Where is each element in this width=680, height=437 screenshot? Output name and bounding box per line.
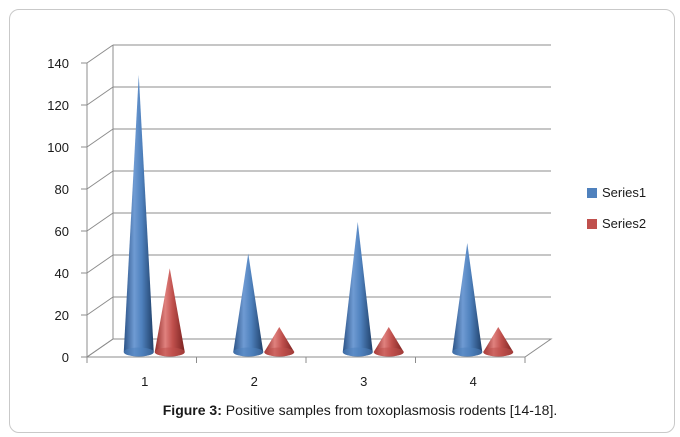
- figure-frame: [9, 9, 675, 433]
- cone-1-2: [233, 253, 264, 357]
- y-tick-label: 100: [47, 140, 69, 155]
- y-tick-label: 40: [55, 266, 69, 281]
- chart-floor: [85, 338, 553, 358]
- x-tick-label: 2: [251, 374, 258, 389]
- gridline-diagonal: [86, 44, 114, 64]
- cone-base: [483, 347, 514, 357]
- caption-label: Figure 3:: [162, 402, 222, 418]
- y-tick-label: 140: [47, 56, 69, 71]
- axis-layer: 0 20 40 60 80 100 120 140 1 2 3 4: [47, 56, 526, 389]
- cone-1-1: [123, 75, 154, 357]
- gridline-diagonal: [86, 212, 114, 232]
- figure-caption: Figure 3: Positive samples from toxoplas…: [0, 402, 680, 418]
- cone-body: [452, 243, 483, 357]
- y-tick-label: 60: [55, 224, 69, 239]
- cone-layer: [123, 75, 514, 357]
- legend-swatch: [587, 188, 597, 198]
- cone-body: [233, 253, 264, 357]
- cone-body: [342, 222, 373, 357]
- cone-body: [154, 268, 185, 357]
- cone-body: [123, 75, 154, 357]
- x-tick-label: 1: [141, 374, 148, 389]
- cone-2-2: [264, 327, 295, 357]
- x-tick-label: 3: [360, 374, 367, 389]
- y-tick-label: 20: [55, 308, 69, 323]
- gridline-diagonal: [86, 86, 114, 106]
- y-tick-label: 120: [47, 98, 69, 113]
- gridline-diagonal: [86, 296, 114, 316]
- legend-label: Series1: [602, 185, 646, 200]
- cone-2-1: [154, 268, 185, 357]
- x-tick-label: 4: [470, 374, 477, 389]
- cone-1-4: [452, 243, 483, 357]
- cone-2-3: [373, 327, 404, 357]
- cone-base: [233, 347, 264, 357]
- gridline-diagonal: [86, 170, 114, 190]
- legend-swatch: [587, 219, 597, 229]
- caption-text: Positive samples from toxoplasmosis rode…: [221, 402, 558, 418]
- y-tick-label: 0: [62, 350, 69, 365]
- cone-base: [264, 347, 295, 357]
- grid-layer: [85, 44, 553, 358]
- cone-base: [123, 347, 154, 357]
- cone-2-4: [483, 327, 514, 357]
- cone-1-3: [342, 222, 373, 357]
- gridline-diagonal: [86, 128, 114, 148]
- legend-label: Series2: [602, 216, 646, 231]
- legend: Series1 Series2: [587, 185, 646, 231]
- gridline-diagonal: [86, 254, 114, 274]
- cone-base: [342, 347, 373, 357]
- cone-base: [154, 347, 185, 357]
- cone-base: [373, 347, 404, 357]
- y-tick-label: 80: [55, 182, 69, 197]
- cone-base: [452, 347, 483, 357]
